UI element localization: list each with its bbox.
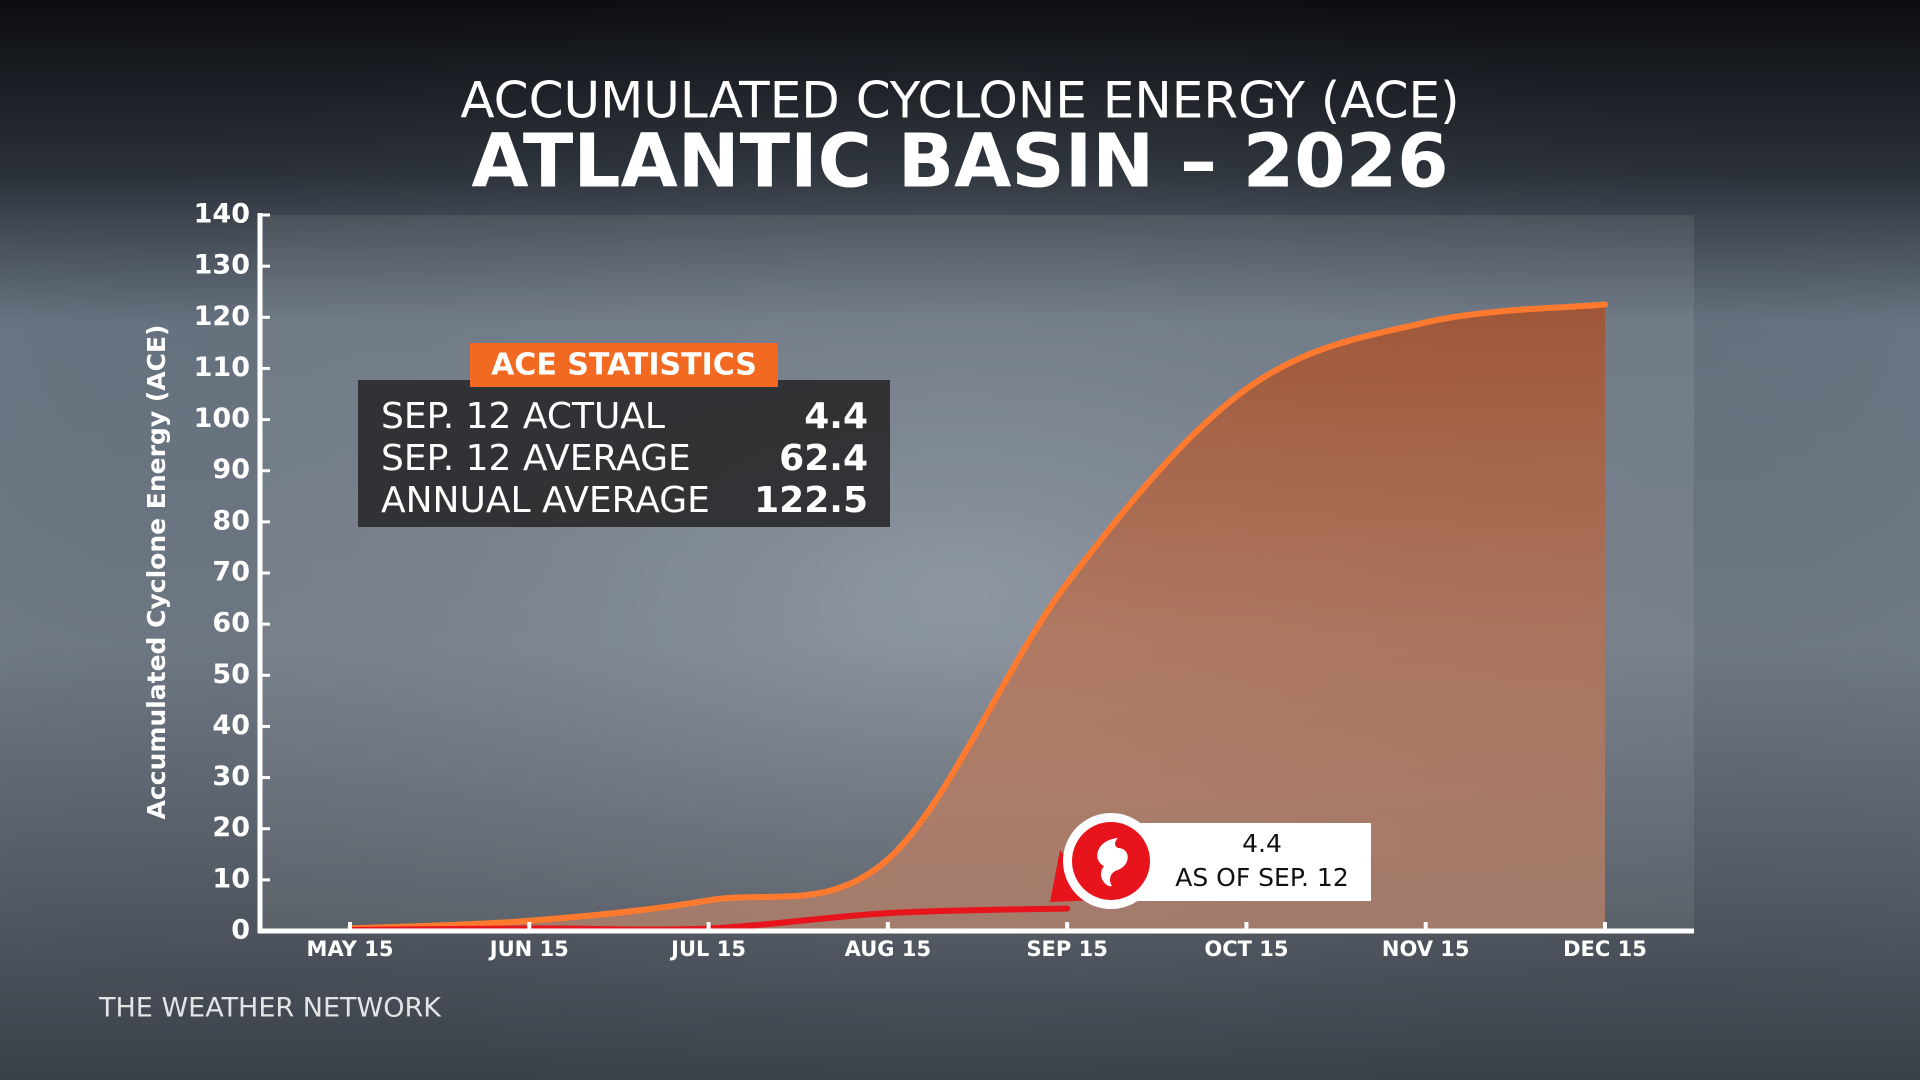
x-tick-label: SEP 15 [1026,937,1107,961]
stats-label: ANNUAL AVERAGE [381,480,710,521]
callout-label: AS OF SEP. 12 [1175,863,1348,892]
x-tick-label: MAY 15 [307,937,394,961]
x-tick-label: DEC 15 [1563,937,1647,961]
x-tick-label: OCT 15 [1204,937,1288,961]
y-tick-label: 130 [194,250,250,281]
x-tick-label: AUG 15 [845,937,931,961]
y-tick-label: 60 [212,608,250,639]
stats-value: 122.5 [754,480,868,521]
x-tick-label: NOV 15 [1382,937,1470,961]
y-tick-label: 110 [194,352,250,383]
y-tick-label: 20 [212,812,250,843]
hurricane-symbol [1097,838,1128,887]
stats-title: ACE STATISTICS [491,348,757,383]
callout-box [1127,823,1371,901]
area [350,304,1605,931]
y-tick-label: 90 [212,454,250,485]
y-tick-label: 70 [212,557,250,588]
chart-title: ACCUMULATED CYCLONE ENERGY (ACE) [460,72,1459,130]
source: THE WEATHER NETWORK [98,993,442,1024]
y-tick-label: 30 [212,761,250,792]
stats-value: 4.4 [804,396,868,437]
y-tick-label: 50 [212,659,250,690]
y-tick-label: 10 [212,863,250,894]
stats-box [358,380,890,527]
y-tick-label: 80 [212,505,250,536]
line [347,301,1608,932]
chart-subtitle: ATLANTIC BASIN – 2026 [471,119,1448,205]
stats-label: SEP. 12 AVERAGE [381,438,691,479]
y-tick-label: 0 [231,915,250,946]
x-tick-label: JUL 15 [669,937,746,961]
y-tick-label: 40 [212,710,250,741]
callout-value: 4.4 [1242,829,1282,858]
y-tick-label: 140 [194,199,250,230]
y-axis-label: Accumulated Cyclone Energy (ACE) [142,325,171,820]
y-tick-label: 100 [194,403,250,434]
x-tick-label: JUN 15 [488,937,569,961]
stats-header [470,343,778,387]
y-tick-label: 120 [194,301,250,332]
stats-value: 62.4 [779,438,868,479]
stats-label: SEP. 12 ACTUAL [381,396,665,437]
